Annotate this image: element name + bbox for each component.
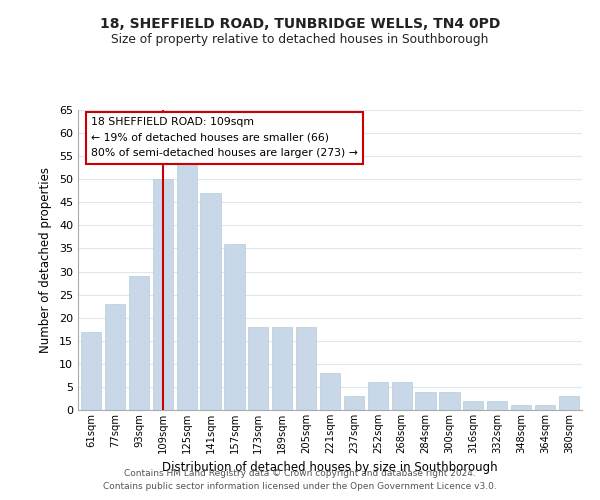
Bar <box>439 392 460 410</box>
Bar <box>559 396 579 410</box>
Bar <box>248 327 268 410</box>
Bar <box>511 406 531 410</box>
Bar <box>105 304 125 410</box>
Bar <box>368 382 388 410</box>
Text: 18, SHEFFIELD ROAD, TUNBRIDGE WELLS, TN4 0PD: 18, SHEFFIELD ROAD, TUNBRIDGE WELLS, TN4… <box>100 18 500 32</box>
Bar <box>176 161 197 410</box>
Text: Contains HM Land Registry data © Crown copyright and database right 2024.: Contains HM Land Registry data © Crown c… <box>124 468 476 477</box>
Bar <box>320 373 340 410</box>
Text: Size of property relative to detached houses in Southborough: Size of property relative to detached ho… <box>112 32 488 46</box>
Text: Contains public sector information licensed under the Open Government Licence v3: Contains public sector information licen… <box>103 482 497 491</box>
Bar <box>415 392 436 410</box>
X-axis label: Distribution of detached houses by size in Southborough: Distribution of detached houses by size … <box>162 462 498 474</box>
Text: 18 SHEFFIELD ROAD: 109sqm
← 19% of detached houses are smaller (66)
80% of semi-: 18 SHEFFIELD ROAD: 109sqm ← 19% of detac… <box>91 117 358 158</box>
Bar <box>296 327 316 410</box>
Y-axis label: Number of detached properties: Number of detached properties <box>39 167 52 353</box>
Bar <box>129 276 149 410</box>
Bar <box>487 401 508 410</box>
Bar <box>224 244 245 410</box>
Bar <box>344 396 364 410</box>
Bar <box>272 327 292 410</box>
Bar <box>81 332 101 410</box>
Bar <box>200 193 221 410</box>
Bar <box>535 406 555 410</box>
Bar <box>463 401 484 410</box>
Bar <box>392 382 412 410</box>
Bar <box>152 179 173 410</box>
